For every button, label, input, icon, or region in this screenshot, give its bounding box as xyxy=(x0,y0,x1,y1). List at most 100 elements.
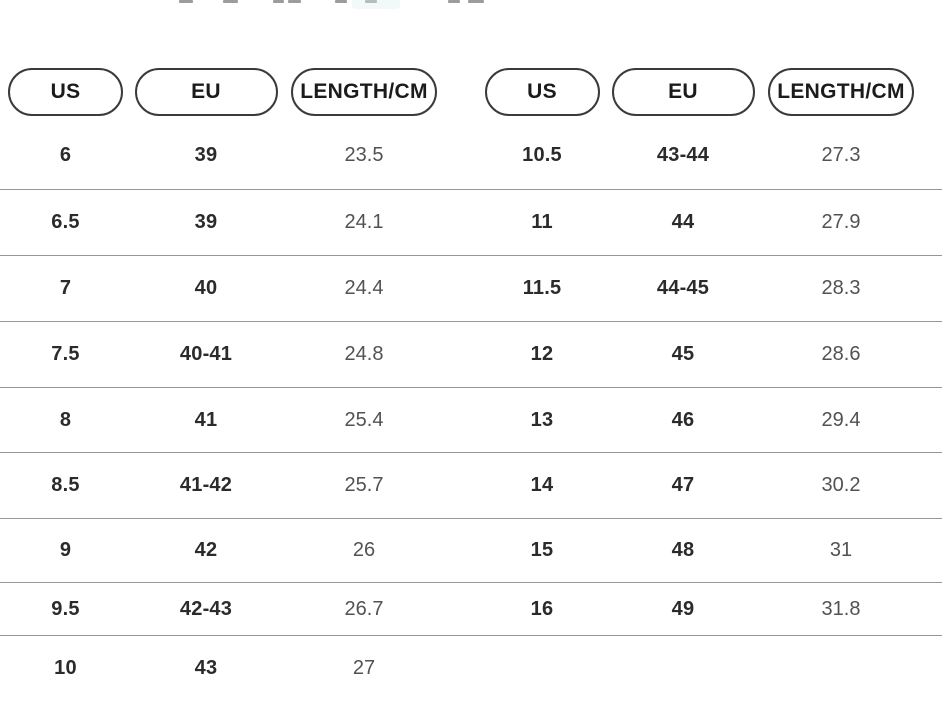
cropped-text-fragment xyxy=(365,0,377,3)
cropped-text-fragment xyxy=(223,0,238,3)
right-table-row: 14 47 30.2 xyxy=(470,453,942,518)
eu-size-cell: 43 xyxy=(194,656,218,679)
us-size-cell: 6 xyxy=(59,144,72,166)
eu-size-cell: 48 xyxy=(671,539,695,561)
cropped-text-fragment xyxy=(288,0,301,3)
us-size-cell: 9.5 xyxy=(51,597,80,620)
length-cm-cell: 23.5 xyxy=(344,144,384,166)
right-table-row: 15 48 31 xyxy=(470,519,942,582)
left-table-row: 10 43 27 xyxy=(0,636,470,700)
left-table-row: 9 42 26 xyxy=(0,519,470,582)
table-row: 9 42 26 15 48 31 xyxy=(0,519,942,583)
us-size-cell: 10 xyxy=(54,656,77,679)
eu-size-cell: 49 xyxy=(671,597,695,620)
left-table-row: 8 41 25.4 xyxy=(0,388,470,452)
us-size-cell: 14 xyxy=(530,474,554,496)
us-size-cell: 8 xyxy=(59,408,72,431)
us-size-cell: 11 xyxy=(531,211,553,233)
eu-size-cell: 41 xyxy=(194,408,218,431)
right-table-row: 10.5 43-44 27.3 xyxy=(470,122,942,189)
left-table-row: 6.5 39 24.1 xyxy=(0,190,470,255)
us-size-cell: 13 xyxy=(530,408,554,431)
header-cell: LENGTH/CM xyxy=(281,60,447,122)
length-cm-cell: 31.8 xyxy=(821,597,861,620)
eu-size-cell: 43-44 xyxy=(656,144,710,166)
eu-size-cell: 46 xyxy=(671,408,695,431)
eu-size-cell: 40-41 xyxy=(179,343,233,365)
right-table-row: 11 44 27.9 xyxy=(470,190,942,255)
length-cm-cell: 29.4 xyxy=(821,408,861,431)
left-table-row: 7.5 40-41 24.8 xyxy=(0,322,470,387)
length-cm-cell: 27 xyxy=(352,656,376,679)
us-size-cell: 6.5 xyxy=(51,211,80,233)
length-cm-cell: 24.8 xyxy=(344,343,384,365)
header-cell: US xyxy=(476,60,608,122)
us-column-header-pill: US xyxy=(484,68,600,116)
eu-size-cell: 42 xyxy=(194,539,218,561)
cropped-text-fragment xyxy=(448,0,460,3)
us-size-cell: 15 xyxy=(530,539,554,561)
length-cm-cell: 26 xyxy=(352,539,376,561)
eu-size-cell: 39 xyxy=(194,211,218,233)
length-cm-cell: 25.4 xyxy=(344,408,384,431)
length-cm-cell: 27.9 xyxy=(821,211,861,233)
us-column-header-pill: US xyxy=(8,68,123,116)
length-cm-cell: 24.1 xyxy=(344,211,384,233)
length-cm-cell: 25.7 xyxy=(344,474,384,496)
cropped-tab-highlight xyxy=(352,0,400,9)
us-size-cell: 12 xyxy=(530,343,554,365)
table-row: 9.5 42-43 26.7 16 49 31.8 xyxy=(0,583,942,636)
cropped-text-fragment xyxy=(335,0,347,3)
right-table-row: 12 45 28.6 xyxy=(470,322,942,387)
table-row: 7.5 40-41 24.8 12 45 28.6 xyxy=(0,322,942,388)
eu-size-cell: 44-45 xyxy=(656,277,710,299)
eu-size-cell: 45 xyxy=(671,343,695,365)
table-row: 6 39 23.5 10.5 43-44 27.3 xyxy=(0,122,942,190)
right-table-row: 16 49 31.8 xyxy=(470,583,942,635)
eu-size-cell: 41-42 xyxy=(179,474,233,496)
cropped-text-fragment xyxy=(179,0,193,3)
length-cm-cell: 28.6 xyxy=(821,343,861,365)
length-column-header-pill: LENGTH/CM xyxy=(768,68,914,116)
us-size-cell: 16 xyxy=(530,597,554,620)
left-table-header: US EU LENGTH/CM xyxy=(0,60,470,122)
right-table-row: 13 46 29.4 xyxy=(470,388,942,452)
table-row: 8 41 25.4 13 46 29.4 xyxy=(0,388,942,453)
cropped-tab-bar xyxy=(0,0,942,60)
length-cm-cell: 31 xyxy=(829,539,853,561)
right-table-header: US EU LENGTH/CM xyxy=(470,60,942,122)
left-table-row: 6 39 23.5 xyxy=(0,122,470,189)
us-size-cell: 9 xyxy=(59,539,72,561)
eu-size-cell: 39 xyxy=(194,144,218,166)
header-cell: EU xyxy=(608,60,758,122)
right-table-row: 11.5 44-45 28.3 xyxy=(470,256,942,321)
us-size-cell: 8.5 xyxy=(51,474,80,496)
header-cell: LENGTH/CM xyxy=(758,60,924,122)
length-cm-cell: 26.7 xyxy=(344,597,384,620)
table-row: 8.5 41-42 25.7 14 47 30.2 xyxy=(0,453,942,519)
table-row: 6.5 39 24.1 11 44 27.9 xyxy=(0,190,942,256)
us-size-cell: 7 xyxy=(59,277,72,299)
us-size-cell: 11.5 xyxy=(522,277,562,299)
header-cell: US xyxy=(0,60,131,122)
header-cell: EU xyxy=(131,60,281,122)
us-size-cell: 10.5 xyxy=(522,144,562,166)
left-table-row: 7 40 24.4 xyxy=(0,256,470,321)
length-cm-cell: 30.2 xyxy=(821,474,861,496)
eu-size-cell: 42-43 xyxy=(179,597,233,620)
cropped-text-fragment xyxy=(273,0,284,3)
cropped-text-fragment xyxy=(468,0,484,3)
eu-size-cell: 44 xyxy=(671,211,695,233)
eu-column-header-pill: EU xyxy=(134,68,278,116)
length-column-header-pill: LENGTH/CM xyxy=(291,68,437,116)
eu-size-cell: 47 xyxy=(671,474,695,496)
length-cm-cell: 27.3 xyxy=(821,144,861,166)
length-cm-cell: 24.4 xyxy=(344,277,384,299)
size-chart-rows: 6 39 23.5 10.5 43-44 27.3 6.5 39 24.1 11… xyxy=(0,122,942,700)
left-table-row: 8.5 41-42 25.7 xyxy=(0,453,470,518)
column-header-row: US EU LENGTH/CM US EU LENGTH/CM xyxy=(0,60,942,122)
right-table-row-empty xyxy=(470,636,942,700)
table-row: 7 40 24.4 11.5 44-45 28.3 xyxy=(0,256,942,322)
eu-column-header-pill: EU xyxy=(611,68,755,116)
